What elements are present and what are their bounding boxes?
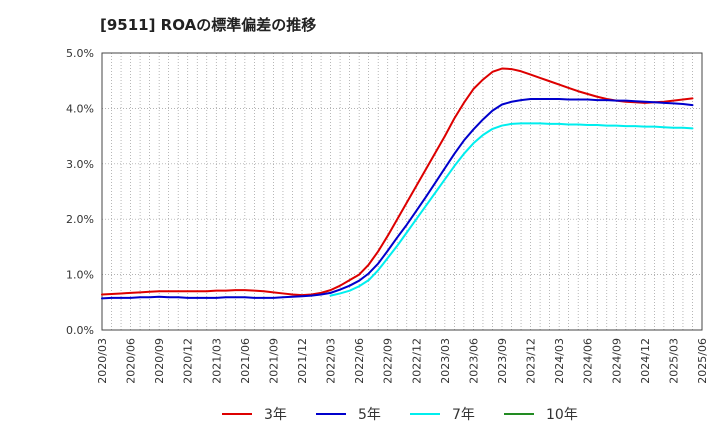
x-tick-label: 2021/06: [239, 338, 252, 384]
x-tick-label: 2021/09: [267, 338, 280, 384]
x-tick-label: 2024/06: [582, 338, 595, 384]
legend-label: 7年: [452, 407, 475, 423]
x-tick-label: 2022/09: [382, 338, 395, 384]
x-tick-label: 2023/12: [525, 338, 538, 384]
legend-label: 3年: [264, 407, 287, 423]
x-tick-label: 2023/06: [467, 338, 480, 384]
y-tick-label: 0.0%: [66, 324, 94, 337]
x-tick-label: 2022/12: [410, 338, 423, 384]
x-tick-label: 2022/03: [325, 338, 338, 384]
x-tick-label: 2022/06: [353, 338, 366, 384]
x-tick-label: 2020/09: [153, 338, 166, 384]
legend[interactable]: 3年 5年 7年 10年: [222, 407, 578, 423]
x-tick-label: 2020/12: [182, 338, 195, 384]
x-tick-label: 2023/09: [496, 338, 509, 384]
y-tick-label: 1.0%: [66, 269, 94, 282]
x-tick-label: 2020/03: [96, 338, 109, 384]
plot-area-frame: [101, 52, 703, 331]
y-tick-label: 2.0%: [66, 213, 94, 226]
x-axis-ticks: 2020/03 2020/06 2020/09 2020/12 2021/03 2021/…: [96, 338, 709, 384]
x-tick-label: 2021/03: [210, 338, 223, 384]
x-tick-label: 2023/03: [439, 338, 452, 384]
x-tick-label: 2020/06: [125, 338, 138, 384]
y-tick-label: 4.0%: [66, 102, 94, 115]
x-tick-label: 2024/09: [610, 338, 623, 384]
y-tick-label: 5.0%: [66, 47, 94, 60]
series-line-3: [329, 122, 694, 297]
grid: [102, 53, 702, 330]
legend-label: 10年: [546, 407, 578, 423]
x-tick-label: 2024/03: [553, 338, 566, 384]
x-tick-label: 2021/12: [296, 338, 309, 384]
series-line-1: [101, 67, 694, 297]
x-tick-label: 2025/03: [667, 338, 680, 384]
legend-label: 5年: [358, 407, 381, 423]
series-line-2: [101, 97, 694, 300]
x-tick-label: 2025/06: [696, 338, 709, 384]
y-tick-label: 3.0%: [66, 158, 94, 171]
y-axis-ticks: 0.0% 1.0% 2.0% 3.0% 4.0% 5.0%: [66, 47, 94, 337]
chart-title: [9511] ROAの標準偏差の推移: [100, 16, 316, 34]
series-lines: [101, 67, 694, 300]
x-tick-label: 2024/12: [639, 338, 652, 384]
